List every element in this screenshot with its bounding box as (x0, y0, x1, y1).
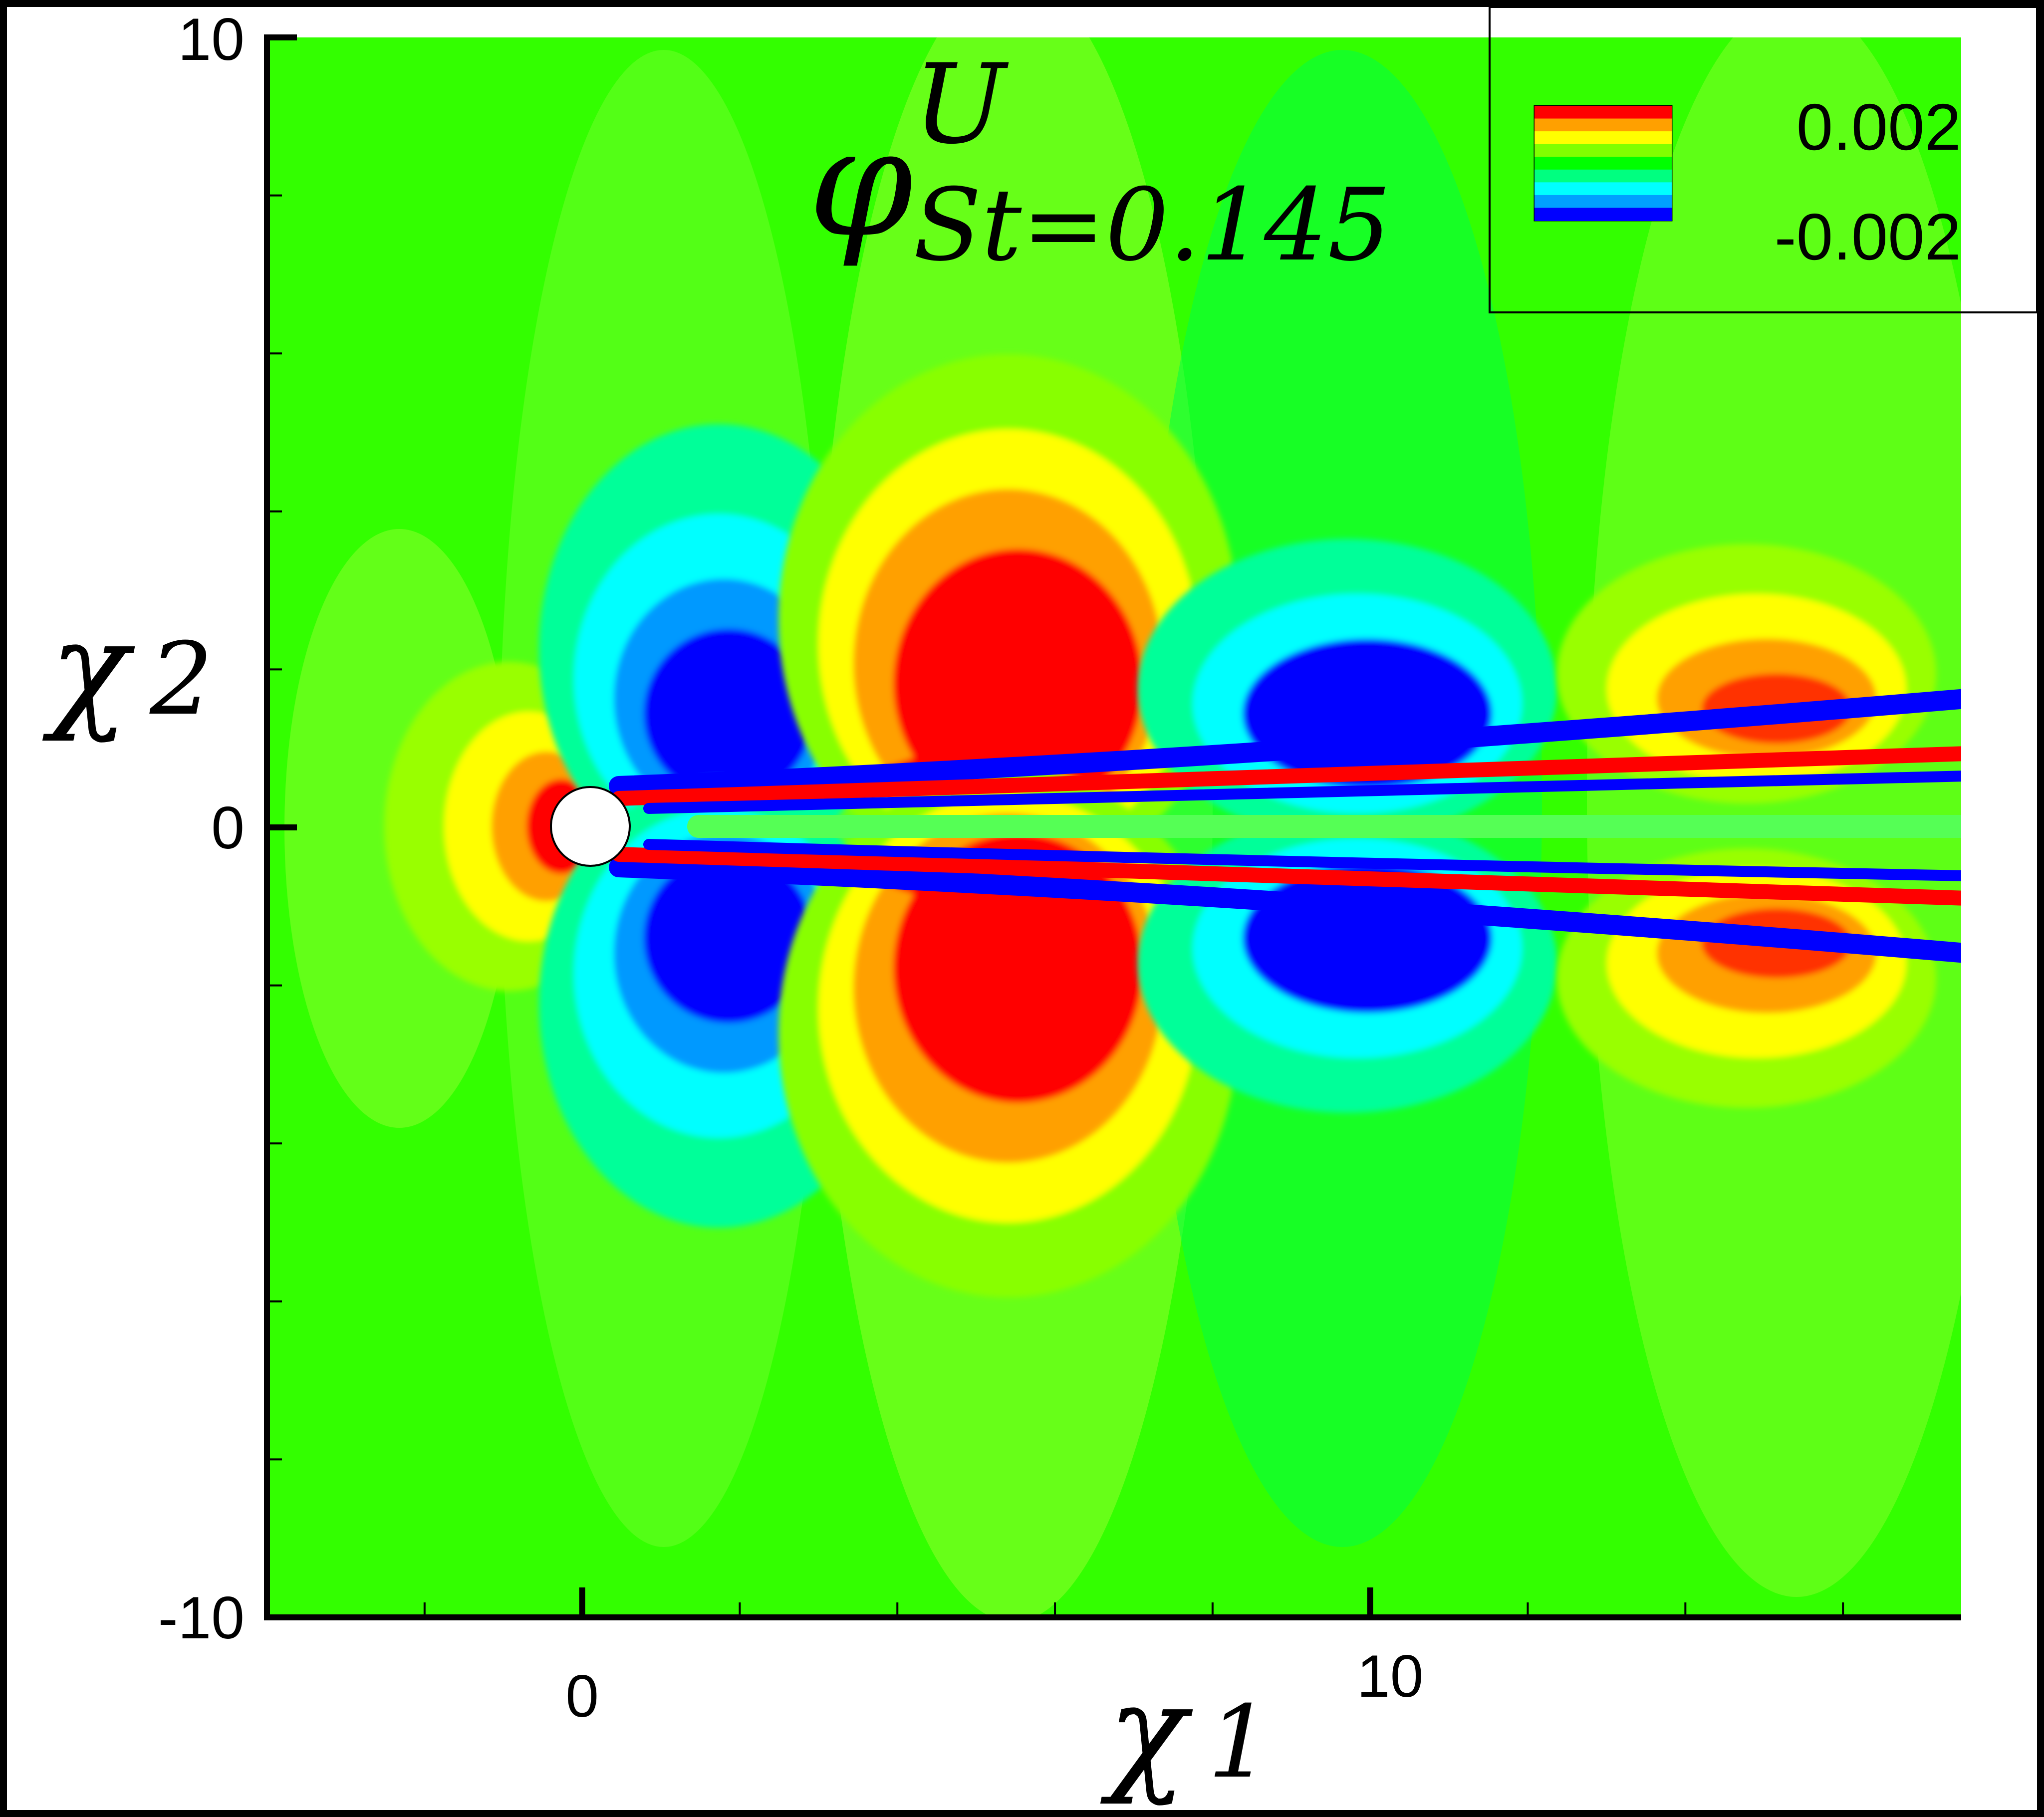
legend: 0.002 -0.002 (1489, 6, 2038, 313)
mode-title-symbol: φ (808, 96, 914, 270)
mode-title-subscript: St=0.145 (913, 167, 1391, 283)
x-tick-label: 10 (1357, 1643, 1423, 1710)
colorbar-band (1534, 157, 1672, 170)
colorbar-bands (1534, 106, 1672, 221)
x-tick-label: 0 (565, 1663, 599, 1730)
y-tick-label: -10 (158, 1584, 245, 1651)
colorbar-band (1534, 144, 1672, 158)
colorbar-band (1534, 169, 1672, 183)
mode-title: φ U St=0.145 (808, 40, 1391, 283)
x-axis-symbol: χ (1100, 1657, 1193, 1808)
x-axis-index: 1 (1208, 1684, 1271, 1801)
colorbar-band (1534, 208, 1672, 221)
contour-field (284, 37, 1961, 1617)
shear-layer-streaks (609, 689, 1961, 963)
y-axis-index: 2 (149, 621, 213, 738)
colorbar-band (1534, 106, 1672, 119)
colorbar-band (1534, 131, 1672, 145)
colorbar-max-label: 0.002 (1796, 90, 1961, 164)
tick-labels: 0 10 10 0 -10 (158, 6, 1424, 1730)
y-tick-label: 0 (211, 794, 245, 861)
colorbar-band (1534, 182, 1672, 196)
colorbar-band (1534, 195, 1672, 209)
cylinder (550, 786, 631, 867)
y-tick-label: 10 (178, 6, 245, 73)
y-axis-symbol: χ (42, 594, 135, 745)
y-axis-title: χ 2 (42, 594, 214, 745)
legend-frame (1489, 6, 2038, 313)
downstream-blue-lobes (1138, 539, 1557, 1113)
mode-title-superscript: U (913, 40, 1009, 168)
x-axis-title: χ 1 (1100, 1657, 1272, 1808)
axis-ticks (266, 34, 1844, 1620)
colorbar-band (1534, 118, 1672, 132)
colorbar-min-label: -0.002 (1775, 200, 1961, 273)
